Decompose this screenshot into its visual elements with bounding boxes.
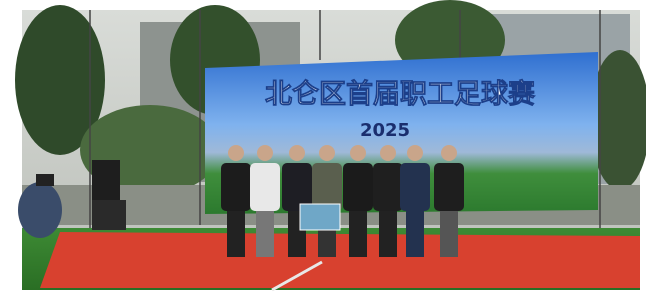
plaque: [300, 204, 340, 230]
person-head: [289, 145, 305, 161]
scene: 北仑区首届职工足球赛 2025: [15, 0, 646, 290]
banner-title: 北仑区首届职工足球赛: [265, 78, 536, 110]
person-head: [228, 145, 244, 161]
person-torso: [434, 163, 464, 211]
photo: 北仑区首届职工足球赛 2025: [0, 0, 646, 292]
speaker-stand: [92, 200, 126, 230]
person-head: [350, 145, 366, 161]
red-carpet: [40, 232, 640, 288]
speaker: [92, 160, 120, 200]
person-torso: [400, 163, 430, 211]
person-head: [380, 145, 396, 161]
person-torso: [221, 163, 251, 211]
person-head: [407, 145, 423, 161]
person-legs: [256, 205, 274, 257]
banner-year: 2025: [360, 120, 410, 141]
camera: [36, 174, 54, 186]
person-legs: [406, 205, 424, 257]
person-torso: [343, 163, 373, 211]
person-torso: [250, 163, 280, 211]
person-legs: [349, 205, 367, 257]
person-legs: [440, 205, 458, 257]
person-head: [319, 145, 335, 161]
person-torso: [373, 163, 403, 211]
person-legs: [379, 205, 397, 257]
person-head: [441, 145, 457, 161]
person-head: [257, 145, 273, 161]
photographer: [18, 182, 62, 238]
person-legs: [227, 205, 245, 257]
